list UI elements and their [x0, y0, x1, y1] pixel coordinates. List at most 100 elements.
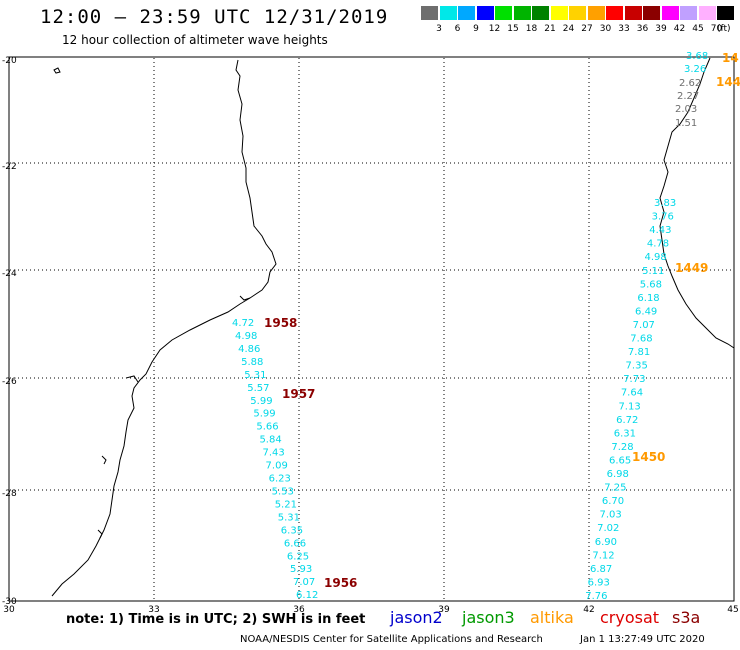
timestamp: Jan 1 13:27:49 UTC 2020 [580, 634, 705, 645]
legend-label: 30 [599, 24, 612, 34]
longitude-labels: 30 33 36 39 42 45 [3, 605, 738, 615]
satellite-s3a: s3a [672, 608, 701, 627]
swh-value: 5.99 [253, 409, 275, 420]
legend-swatch [624, 6, 643, 20]
island [239, 295, 251, 301]
swh-value: 2.03 [675, 104, 697, 115]
swh-value: 5.88 [241, 357, 263, 368]
legend-swatch [587, 6, 606, 20]
swh-value: 6.23 [269, 474, 291, 485]
legend-swatch [439, 6, 458, 20]
page-title: 12:00 – 23:59 UTC 12/31/2019 [40, 6, 389, 28]
legend-label: 24 [562, 24, 575, 34]
pass-label: 144 [716, 75, 740, 89]
latitude-label: -26 [2, 377, 17, 387]
longitude-label: 30 [3, 605, 15, 615]
satellite-jason2: jason2 [390, 608, 443, 627]
swh-value: 6.31 [614, 428, 636, 439]
legend-label: 9 [473, 24, 479, 34]
legend-label: 42 [673, 24, 686, 34]
swh-value: 7.07 [633, 320, 655, 331]
altimeter-track-east: 3.68 3.26 2.62 2.27 2.03 1.51 3.83 3.76 4.43 4.78… [585, 51, 708, 602]
legend-swatch [661, 6, 680, 20]
latitude-labels: -20 -22 -24 -26 -28 -30 [2, 56, 17, 607]
pass-label: 1449 [675, 261, 708, 275]
legend-swatch [698, 6, 717, 20]
swh-value: 5.68 [640, 279, 662, 290]
swh-value: 5.66 [256, 422, 278, 433]
legend-label: 27 [581, 24, 593, 34]
swh-value: 4.98 [645, 252, 667, 263]
legend-swatch [532, 6, 550, 20]
swh-value: 3.83 [654, 198, 676, 209]
swh-value: 5.53 [272, 486, 294, 497]
legend-swatch [550, 6, 569, 20]
swh-value: 7.68 [630, 334, 652, 345]
longitude-label: 42 [583, 605, 594, 615]
swh-value: 5.99 [250, 396, 272, 407]
swh-value: 6.72 [616, 415, 638, 426]
swh-value: 4.72 [232, 318, 254, 329]
swh-value: 7.03 [599, 510, 621, 521]
island [125, 375, 139, 383]
legend-label: 70 [710, 24, 723, 34]
swh-value: 7.76 [585, 591, 607, 602]
pass-label: 1450 [632, 450, 665, 464]
swh-value: 6.49 [635, 306, 657, 317]
latitude-label: -28 [2, 489, 17, 499]
swh-value: 4.43 [649, 225, 671, 236]
coastline-africa [51, 59, 277, 597]
latitude-label: -24 [2, 269, 17, 279]
swh-value: 6.35 [281, 525, 303, 536]
pass-label: 1958 [264, 316, 297, 330]
legend-label: 18 [525, 24, 538, 34]
swh-value: 5.11 [642, 266, 664, 277]
swh-value: 5.21 [275, 499, 297, 510]
island [53, 67, 61, 74]
legend-label: 39 [655, 24, 667, 34]
swh-value: 7.35 [626, 361, 648, 372]
swh-value: 7.07 [293, 577, 315, 588]
swh-value: 6.65 [609, 455, 631, 466]
color-scale-legend: 3 6 9 12 15 18 21 24 27 30 33 36 39 42 45 70 (ft) [421, 6, 737, 36]
swh-value: 6.93 [588, 577, 610, 588]
legend-label: 12 [488, 24, 501, 34]
legend-unit: (ft) [717, 24, 731, 34]
legend-swatch [458, 6, 476, 20]
swh-value: 4.78 [647, 239, 669, 250]
legend-label: 3 [436, 24, 442, 34]
swh-value: 5.31 [278, 512, 300, 523]
swh-value: 7.81 [628, 347, 650, 358]
legend-swatch [643, 6, 661, 20]
legend-swatch [606, 6, 624, 20]
swh-value: 6.25 [287, 551, 309, 562]
legend-label: 36 [636, 24, 649, 34]
legend-swatch [495, 6, 513, 20]
coastline-madagascar [659, 57, 735, 349]
swh-value: 5.93 [290, 564, 312, 575]
legend-label: 6 [454, 24, 461, 34]
latitude-label: -30 [2, 597, 17, 607]
swh-value: 6.87 [590, 564, 612, 575]
legend-swatch [569, 6, 587, 20]
longitude-label: 36 [293, 605, 305, 615]
pass-label: 1956 [324, 576, 357, 590]
altimeter-track-jason3-west: 4.72 4.98 4.86 5.88 5.31 5.57 5.99 5.99 5.66 5.84… [232, 318, 318, 601]
swh-value: 4.86 [238, 344, 260, 355]
swh-value: 7.09 [266, 461, 288, 472]
swh-value: 7.25 [604, 483, 626, 494]
pass-label: 1957 [282, 387, 315, 401]
longitude-label: 39 [438, 605, 450, 615]
legend-swatch [680, 6, 698, 20]
swh-value: 6.90 [595, 537, 617, 548]
swh-value: 3.68 [686, 51, 708, 62]
swh-value: 2.62 [679, 78, 701, 89]
swh-value: 7.43 [263, 448, 285, 459]
swh-value: 4.98 [235, 331, 257, 342]
legend-swatch [513, 6, 532, 20]
swh-value: 6.12 [296, 590, 318, 601]
swh-value: 6.98 [607, 469, 629, 480]
pass-labels: 1958 1957 1956 14 144 1449 1450 [264, 51, 740, 590]
latitude-label: -20 [2, 56, 17, 66]
